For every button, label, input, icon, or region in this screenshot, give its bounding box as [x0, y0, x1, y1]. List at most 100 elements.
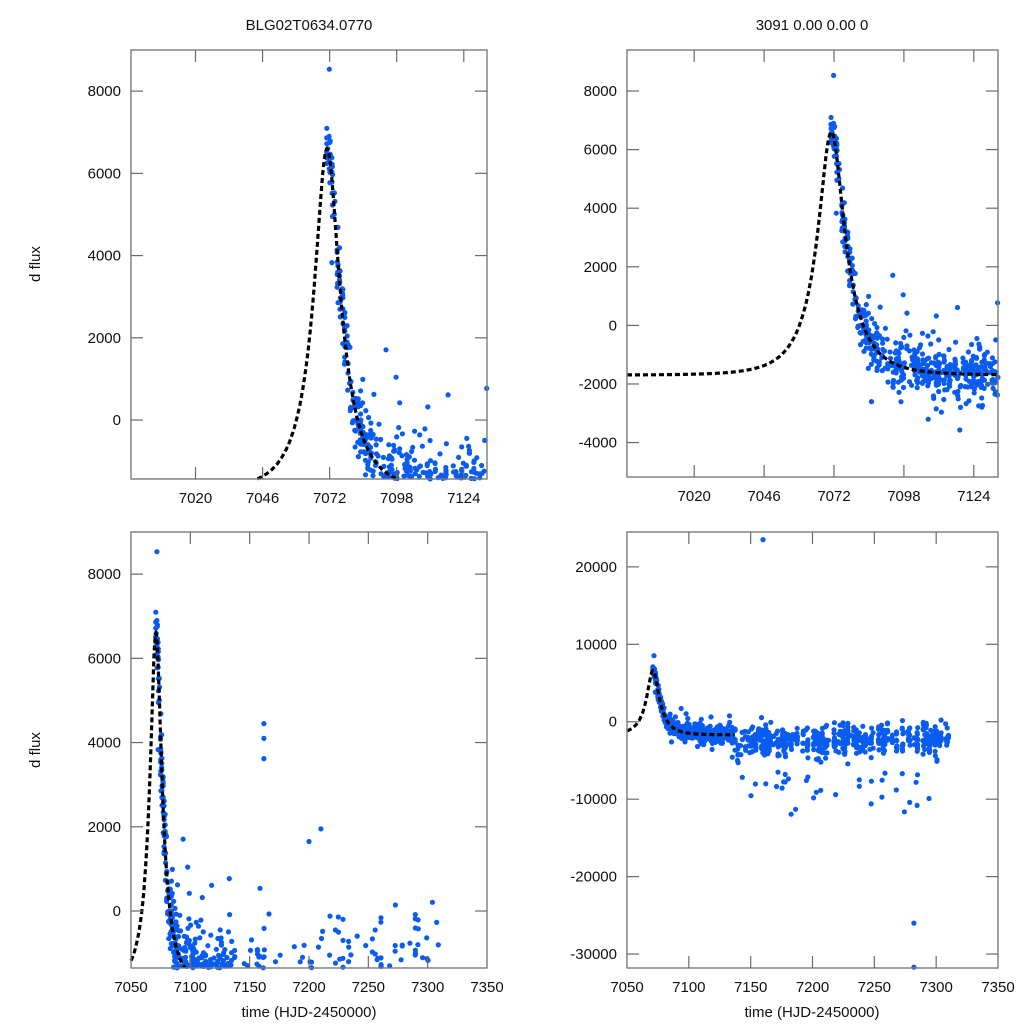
- data-point: [919, 351, 926, 357]
- data-point: [914, 737, 921, 744]
- data-point: [811, 746, 817, 753]
- data-point: [984, 349, 990, 355]
- data-point: [732, 726, 738, 732]
- data-point: [938, 409, 945, 415]
- x-tick-label: 7124: [447, 490, 480, 507]
- data-point: [898, 340, 904, 347]
- data-point: [870, 745, 876, 751]
- data-point: [399, 431, 405, 437]
- data-point: [794, 725, 800, 731]
- data-point: [966, 398, 972, 404]
- data-point: [218, 942, 224, 948]
- x-tick-label: 7124: [957, 488, 990, 505]
- data-point: [410, 444, 416, 450]
- data-point: [885, 379, 891, 385]
- data-point: [192, 940, 198, 946]
- data-point: [365, 459, 371, 465]
- data-point: [936, 361, 943, 367]
- data-point: [938, 734, 944, 740]
- data-point: [380, 454, 386, 460]
- data-point: [993, 337, 999, 343]
- data-point: [169, 866, 175, 873]
- data-point: [933, 313, 939, 319]
- data-point: [852, 270, 858, 277]
- data-point: [876, 333, 883, 339]
- data-point: [459, 466, 465, 472]
- data-point: [299, 954, 306, 960]
- data-point: [890, 377, 897, 384]
- data-point: [735, 746, 741, 752]
- data-point: [920, 751, 926, 757]
- data-point: [804, 725, 811, 731]
- data-point: [169, 890, 175, 897]
- data-point: [845, 761, 851, 767]
- y-tick-label: 4000: [88, 735, 121, 752]
- data-point: [354, 933, 360, 939]
- y-tick-label: 10000: [575, 636, 617, 653]
- panel-top-right: 7020 7046 7072 7098 7124 -4000 -2000 0 2000 4000 6…: [579, 49, 1001, 505]
- data-point: [373, 436, 379, 442]
- data-point: [229, 938, 235, 945]
- data-point: [824, 750, 830, 756]
- data-point: [938, 717, 944, 723]
- data-point: [178, 928, 184, 934]
- data-point: [327, 139, 333, 145]
- data-point: [758, 715, 765, 721]
- data-point: [932, 748, 938, 754]
- data-point: [882, 770, 888, 776]
- data-point: [396, 425, 402, 431]
- data-point: [232, 947, 238, 954]
- data-point: [208, 932, 214, 938]
- data-point: [404, 460, 410, 466]
- data-point: [185, 864, 191, 870]
- data-point: [915, 380, 921, 386]
- data-point: [925, 416, 931, 422]
- data-point: [813, 789, 819, 795]
- data-point: [409, 448, 415, 455]
- data-point: [389, 467, 395, 473]
- data-point: [935, 380, 941, 386]
- x-tick-label: 7098: [887, 488, 920, 505]
- data-point: [899, 718, 906, 724]
- y-tick-label: -30000: [570, 946, 617, 963]
- data-point: [171, 898, 177, 904]
- data-point: [185, 962, 191, 968]
- y-tick-label: 2000: [88, 330, 121, 347]
- data-point: [768, 719, 774, 725]
- data-point: [831, 720, 838, 726]
- data-point: [941, 396, 947, 403]
- y-tick-label: 8000: [88, 566, 121, 583]
- data-point: [828, 114, 834, 121]
- data-point: [168, 878, 174, 884]
- data-point: [881, 747, 888, 754]
- data-point: [955, 393, 961, 399]
- model-curve: [626, 668, 735, 737]
- data-point: [387, 963, 393, 969]
- data-point: [360, 376, 366, 382]
- data-point: [415, 942, 421, 948]
- data-point: [392, 948, 398, 954]
- data-point: [407, 468, 413, 474]
- data-point: [930, 393, 937, 399]
- data-point: [244, 963, 251, 969]
- data-point: [773, 783, 780, 790]
- data-point: [261, 735, 267, 742]
- data-point: [841, 751, 847, 757]
- data-point: [370, 431, 376, 438]
- data-point: [969, 341, 975, 348]
- data-point: [889, 737, 895, 743]
- data-point: [954, 304, 961, 311]
- y-tick-label: -10000: [570, 791, 617, 808]
- data-point: [752, 781, 759, 787]
- data-point: [272, 959, 279, 965]
- data-point: [372, 951, 378, 957]
- data-point: [926, 747, 933, 753]
- data-point: [318, 826, 324, 832]
- data-point: [876, 747, 882, 753]
- data-point: [753, 741, 759, 747]
- data-point: [811, 795, 817, 801]
- x-tick-label: 7020: [179, 490, 212, 507]
- data-point: [226, 876, 232, 882]
- data-point: [982, 364, 988, 370]
- data-point: [182, 954, 189, 960]
